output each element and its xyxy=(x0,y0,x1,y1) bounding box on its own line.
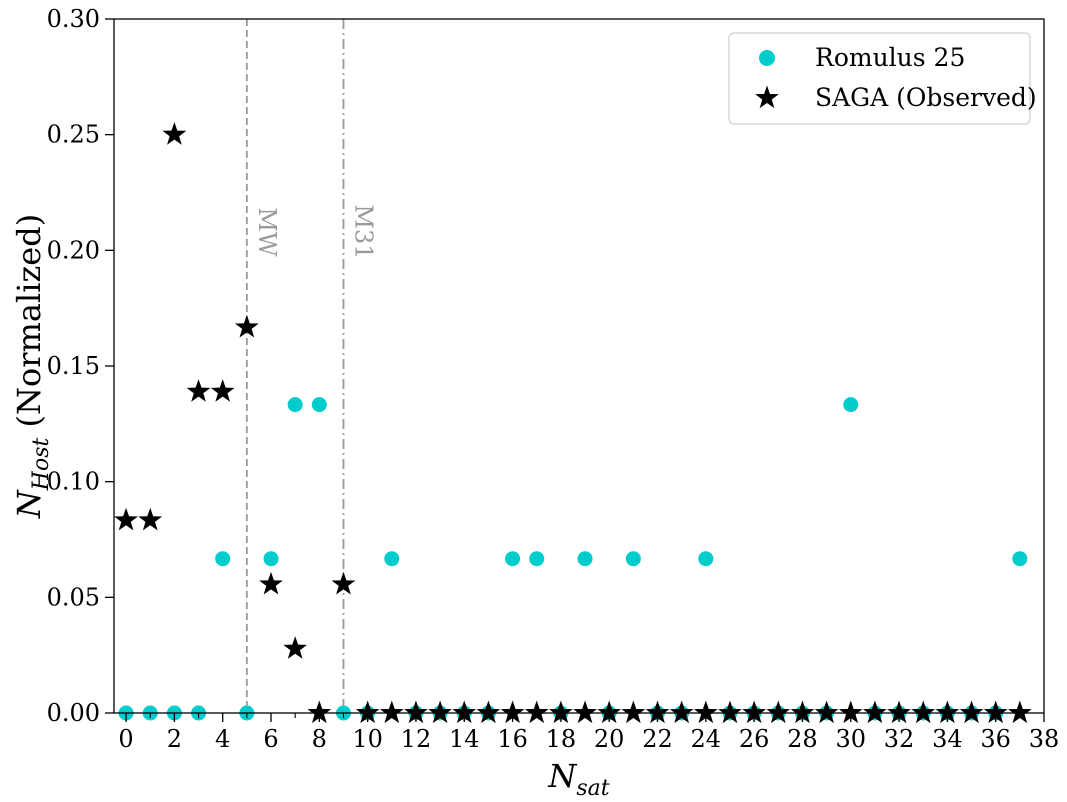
saga-observed-point xyxy=(379,700,404,724)
x-tick-label: 6 xyxy=(263,725,278,753)
saga-observed-point xyxy=(935,700,960,724)
legend: Romulus 25 SAGA (Observed) xyxy=(728,32,1037,125)
saga-observed-point xyxy=(790,700,815,724)
x-tick-label: 4 xyxy=(215,725,230,753)
saga-observed-point xyxy=(428,700,452,724)
saga-observed-point xyxy=(766,700,791,724)
saga-observed-point xyxy=(597,700,622,724)
romulus-25-point xyxy=(215,551,231,567)
saga-observed-point xyxy=(645,700,670,724)
y-tick-label: 0.10 xyxy=(47,468,100,496)
saga-observed-point xyxy=(114,507,138,531)
saga-observed-point xyxy=(548,700,573,724)
x-tick-label: 0 xyxy=(118,725,133,753)
saga-observed-point xyxy=(573,700,597,724)
y-axis-label-subscript: Host xyxy=(29,437,54,491)
saga-observed-point xyxy=(452,700,477,724)
vline-label-mw: MW xyxy=(253,207,281,257)
x-axis-label-subscript: sat xyxy=(576,776,609,801)
saga-observed-point xyxy=(307,700,332,724)
x-tick-label: 26 xyxy=(739,725,770,753)
saga-observed-point xyxy=(500,700,525,724)
saga-observed-point xyxy=(186,379,211,402)
saga-observed-point xyxy=(355,700,380,724)
vertical-lines: MW M31 xyxy=(245,19,377,713)
saga-observed-point xyxy=(863,700,887,724)
y-tick-label: 0.30 xyxy=(47,5,100,33)
saga-observed-point xyxy=(621,700,646,724)
romulus-25-point xyxy=(529,551,545,567)
romulus-25-point xyxy=(311,397,327,413)
y-axis-label: NHost (Normalized) xyxy=(10,214,54,519)
saga-observed-point xyxy=(210,379,235,402)
saga-observed-point xyxy=(959,700,984,724)
y-tick-label: 0.05 xyxy=(47,583,100,611)
y-axis: 0.00 0.05 0.10 0.15 0.20 0.25 0.30 xyxy=(47,5,114,727)
saga-observed-point xyxy=(718,700,742,724)
romulus-25-point xyxy=(505,551,521,567)
x-tick-label: 20 xyxy=(594,725,625,753)
y-tick-label: 0.15 xyxy=(47,352,100,380)
saga-observed-point xyxy=(838,700,863,724)
romulus-25-point xyxy=(263,551,279,567)
romulus-25-point xyxy=(1012,551,1028,567)
vline-label-m31: M31 xyxy=(349,204,377,259)
x-tick-label: 16 xyxy=(497,725,528,753)
x-tick-label: 22 xyxy=(642,725,673,753)
legend-marker-romulus-25 xyxy=(759,50,775,66)
y-tick-label: 0.25 xyxy=(47,121,100,149)
saga-observed-point xyxy=(138,507,163,531)
saga-observed-point xyxy=(887,700,911,724)
x-tick-label: 8 xyxy=(312,725,327,753)
x-tick-label: 12 xyxy=(401,725,432,753)
saga-observed-point xyxy=(1007,700,1032,724)
romulus-25-point xyxy=(625,551,641,567)
x-tick-label: 28 xyxy=(787,725,818,753)
saga-observed-point xyxy=(259,571,283,595)
x-tick-label: 2 xyxy=(167,725,182,753)
saga-observed-point xyxy=(983,700,1008,724)
x-tick-label: 34 xyxy=(932,725,963,753)
y-axis-label-suffix: (Normalized) xyxy=(10,214,48,438)
legend-box xyxy=(728,32,1031,125)
x-tick-label: 14 xyxy=(449,725,480,753)
x-tick-label: 32 xyxy=(884,725,915,753)
saga-observed-point xyxy=(476,700,501,724)
legend-marker-saga-observed xyxy=(755,85,779,109)
romulus-25-point xyxy=(287,397,303,413)
saga-observed-point xyxy=(524,700,549,724)
romulus-25-point xyxy=(384,551,400,567)
x-axis: 0 2 4 6 8 10 12 14 16 18 20 22 24 26 28 30 32 34 36 38 xyxy=(118,713,1059,753)
romulus-25-point xyxy=(843,397,859,413)
saga-observed-point xyxy=(693,700,718,724)
y-tick-label: 0.20 xyxy=(47,236,100,264)
data-marks xyxy=(114,122,1032,724)
saga-observed-point xyxy=(162,122,187,145)
saga-observed-point xyxy=(814,700,839,724)
legend-label-romulus-25: Romulus 25 xyxy=(815,43,965,72)
saga-observed-point xyxy=(669,700,694,724)
saga-observed-point xyxy=(404,700,428,724)
x-tick-label: 38 xyxy=(1029,725,1060,753)
x-tick-label: 18 xyxy=(546,725,577,753)
romulus-25-point xyxy=(577,551,593,567)
x-tick-label: 10 xyxy=(352,725,383,753)
saga-observed-point xyxy=(234,314,259,338)
y-tick-label: 0.00 xyxy=(47,699,100,727)
legend-label-saga-observed: SAGA (Observed) xyxy=(815,83,1037,112)
x-axis-label: Nsat xyxy=(547,757,609,801)
saga-observed-point xyxy=(742,700,767,724)
x-tick-label: 36 xyxy=(980,725,1011,753)
saga-observed-point xyxy=(911,700,936,724)
x-tick-label: 24 xyxy=(691,725,722,753)
x-tick-label: 30 xyxy=(835,725,866,753)
saga-observed-point xyxy=(331,571,356,595)
saga-observed-point xyxy=(283,636,308,659)
romulus-25-point xyxy=(698,551,714,567)
